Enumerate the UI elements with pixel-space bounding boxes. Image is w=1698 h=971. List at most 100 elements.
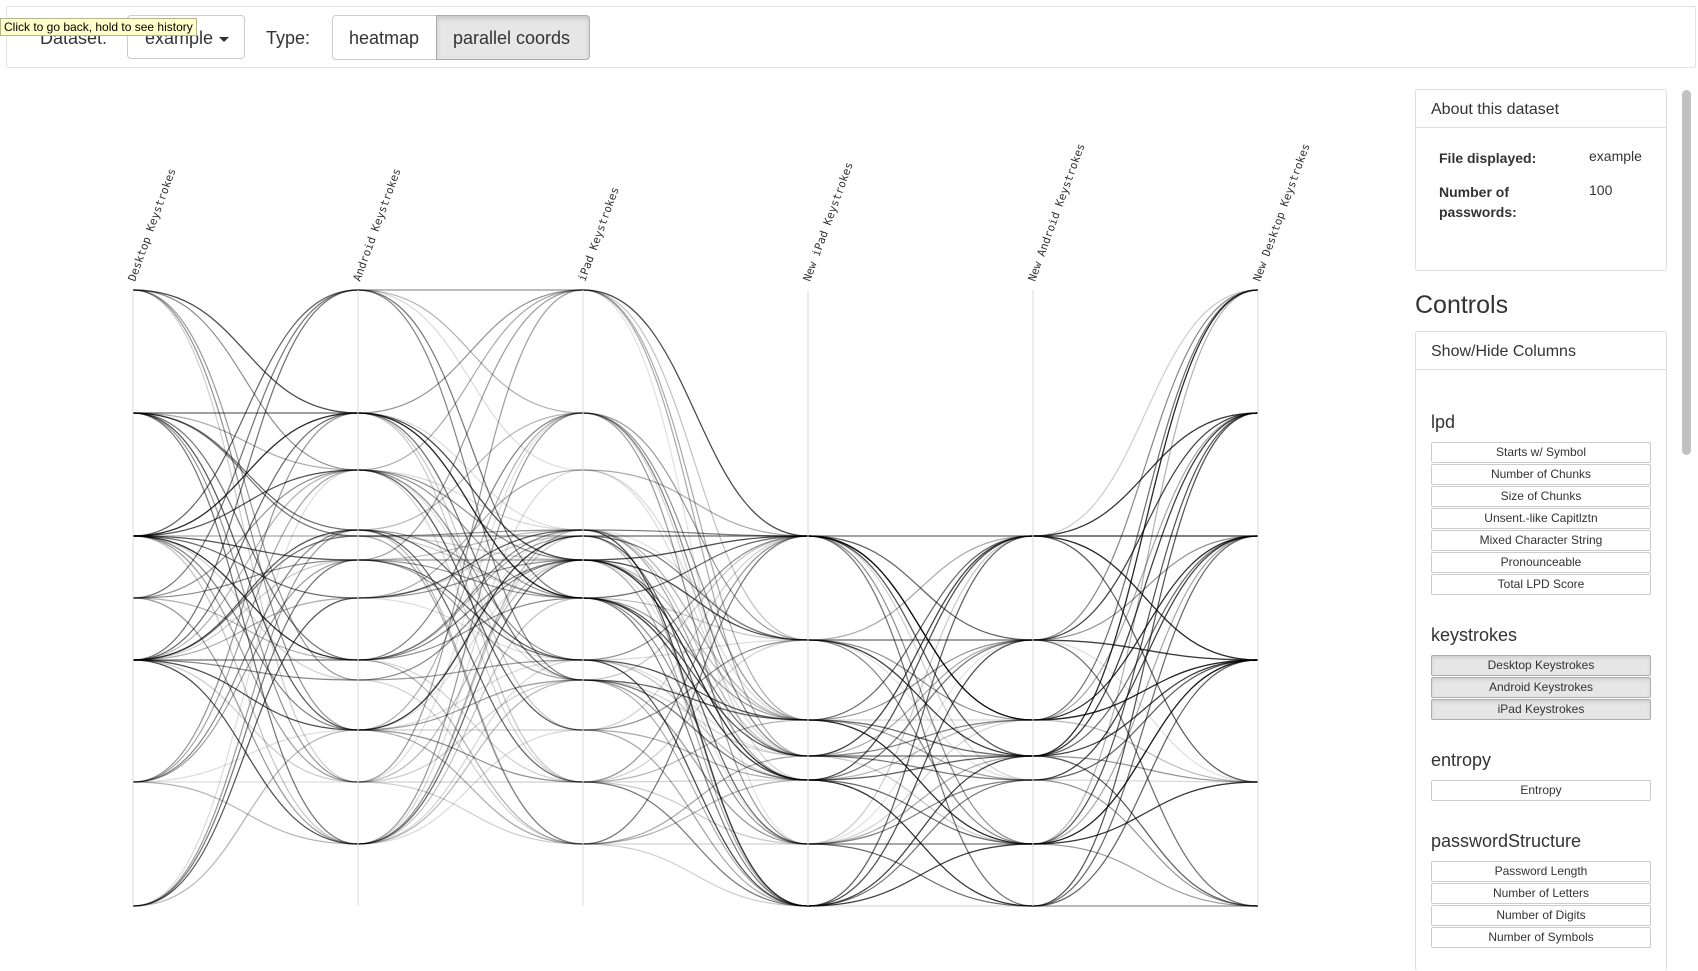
polyline-record <box>132 289 1259 681</box>
polyline-record <box>132 535 1259 757</box>
polyline-record <box>132 289 1259 845</box>
about-panel-title: About this dataset <box>1416 90 1666 128</box>
show-hide-columns-title: Show/Hide Columns <box>1416 332 1666 370</box>
polyline-record <box>132 289 1259 783</box>
polyline-record <box>132 412 1259 845</box>
column-toggle-unsent-like-capitalization[interactable]: Unsent.-like Capitlztn <box>1431 508 1651 529</box>
polyline-record <box>132 412 1259 907</box>
polyline-record <box>132 412 1259 907</box>
parallel-coordinates-chart: Desktop Keystrokes Android Keystrokes iPad… <box>126 142 1313 907</box>
column-group-password-structure: passwordStructure Password Length Number… <box>1416 831 1666 948</box>
file-displayed-label: File displayed: <box>1439 150 1537 166</box>
column-toggle-android-keystrokes[interactable]: Android Keystrokes <box>1431 677 1651 698</box>
axis-label: iPad Keystrokes <box>576 185 622 283</box>
polyline-record <box>132 559 1259 907</box>
polyline-record <box>132 289 1259 907</box>
axis-label: Android Keystrokes <box>351 167 404 283</box>
polyline-record <box>132 289 1259 757</box>
polyline-record <box>132 289 1259 641</box>
dataset-dropdown[interactable]: example <box>127 15 245 59</box>
column-toggle-desktop-keystrokes[interactable]: Desktop Keystrokes <box>1431 655 1651 676</box>
show-hide-columns-panel: Show/Hide Columns lpd Starts w/ Symbol N… <box>1415 331 1667 971</box>
column-toggle-total-lpd-score[interactable]: Total LPD Score <box>1431 574 1651 595</box>
back-button-tooltip: Click to go back, hold to see history <box>0 18 197 36</box>
axis-label: New iPad Keystrokes <box>801 160 856 283</box>
column-toggle-ipad-keystrokes[interactable]: iPad Keystrokes <box>1431 699 1651 720</box>
polyline-record <box>132 412 1259 721</box>
type-label: Type: <box>266 28 311 48</box>
column-toggle-entropy[interactable]: Entropy <box>1431 780 1651 801</box>
password-count-label-line1: Number of <box>1439 184 1509 200</box>
column-toggle-number-of-chunks[interactable]: Number of Chunks <box>1431 464 1651 485</box>
polyline-layer <box>132 289 1259 907</box>
type-toggle-group: heatmap parallel coords <box>332 15 590 60</box>
polyline-record <box>132 535 1259 907</box>
column-group-keystrokes: keystrokes Desktop Keystrokes Android Ke… <box>1416 625 1666 720</box>
polyline-record <box>132 559 1259 907</box>
axis-label: New Android Keystrokes <box>1026 142 1088 283</box>
axis-label: Desktop Keystrokes <box>126 167 179 283</box>
column-toggle-number-of-symbols[interactable]: Number of Symbols <box>1431 927 1651 948</box>
polyline-record <box>132 289 1259 845</box>
polyline-record <box>132 529 1258 907</box>
toolbar: Dataset: example Type: heatmap parallel … <box>6 6 1696 68</box>
polyline-record <box>132 412 1259 907</box>
polyline-record <box>132 412 1259 757</box>
polyline-record <box>132 412 1259 781</box>
column-toggle-password-length[interactable]: Password Length <box>1431 861 1651 882</box>
polyline-record <box>132 412 1259 845</box>
column-group-entropy: entropy Entropy <box>1416 750 1666 801</box>
heatmap-button[interactable]: heatmap <box>332 15 437 60</box>
polyline-record <box>133 289 1259 781</box>
polyline-record <box>132 289 1259 907</box>
polyline-record <box>132 597 1259 845</box>
polyline-record <box>132 535 1259 845</box>
column-toggle-number-of-letters[interactable]: Number of Letters <box>1431 883 1651 904</box>
column-toggle-size-of-chunks[interactable]: Size of Chunks <box>1431 486 1651 507</box>
sidebar: About this dataset File displayed: examp… <box>1415 89 1667 971</box>
polyline-record <box>132 412 1259 783</box>
polyline-record <box>132 559 1259 907</box>
polyline-record <box>132 535 1259 721</box>
polyline-record <box>132 535 1259 845</box>
controls-title: Controls <box>1415 291 1509 319</box>
polyline-record <box>132 412 1259 845</box>
polyline-record <box>132 412 1259 783</box>
polyline-record <box>132 535 1259 907</box>
polyline-record <box>132 289 1259 757</box>
page-scrollbar[interactable] <box>1682 90 1691 455</box>
group-title: lpd <box>1431 412 1456 432</box>
polyline-record <box>132 412 1259 907</box>
polyline-record <box>132 535 1259 845</box>
polyline-record <box>132 535 1259 907</box>
polyline-record <box>132 469 1259 781</box>
password-count-value: 100 <box>1589 182 1613 198</box>
polyline-record <box>132 529 1259 783</box>
axis-label: New Desktop Keystrokes <box>1251 142 1313 283</box>
group-title: passwordStructure <box>1431 831 1582 851</box>
column-toggle-pronounceable[interactable]: Pronounceable <box>1431 552 1651 573</box>
column-toggle-starts-with-symbol[interactable]: Starts w/ Symbol <box>1431 442 1651 463</box>
polyline-record <box>132 412 1259 907</box>
polyline-record <box>132 412 1259 907</box>
column-group-lpd: lpd Starts w/ Symbol Number of Chunks Si… <box>1416 412 1666 595</box>
polyline-record <box>132 469 1259 907</box>
polyline-record <box>132 412 1259 907</box>
polyline-record <box>132 412 1259 907</box>
polyline-record <box>132 535 1259 845</box>
polyline-record <box>132 412 1259 907</box>
polyline-record <box>132 469 1259 731</box>
polyline-record <box>132 412 1259 845</box>
polyline-record <box>132 535 1259 907</box>
group-title: entropy <box>1431 750 1492 770</box>
polyline-record <box>132 412 1259 907</box>
polyline-record <box>132 412 1259 907</box>
polyline-record <box>132 659 1259 845</box>
polyline-record <box>132 289 1259 845</box>
polyline-record <box>132 412 1259 907</box>
column-toggle-mixed-character-string[interactable]: Mixed Character String <box>1431 530 1651 551</box>
polyline-record <box>132 289 1259 907</box>
parallel-coords-button[interactable]: parallel coords <box>436 15 590 60</box>
column-toggle-number-of-digits[interactable]: Number of Digits <box>1431 905 1651 926</box>
polyline-record <box>132 289 1259 907</box>
